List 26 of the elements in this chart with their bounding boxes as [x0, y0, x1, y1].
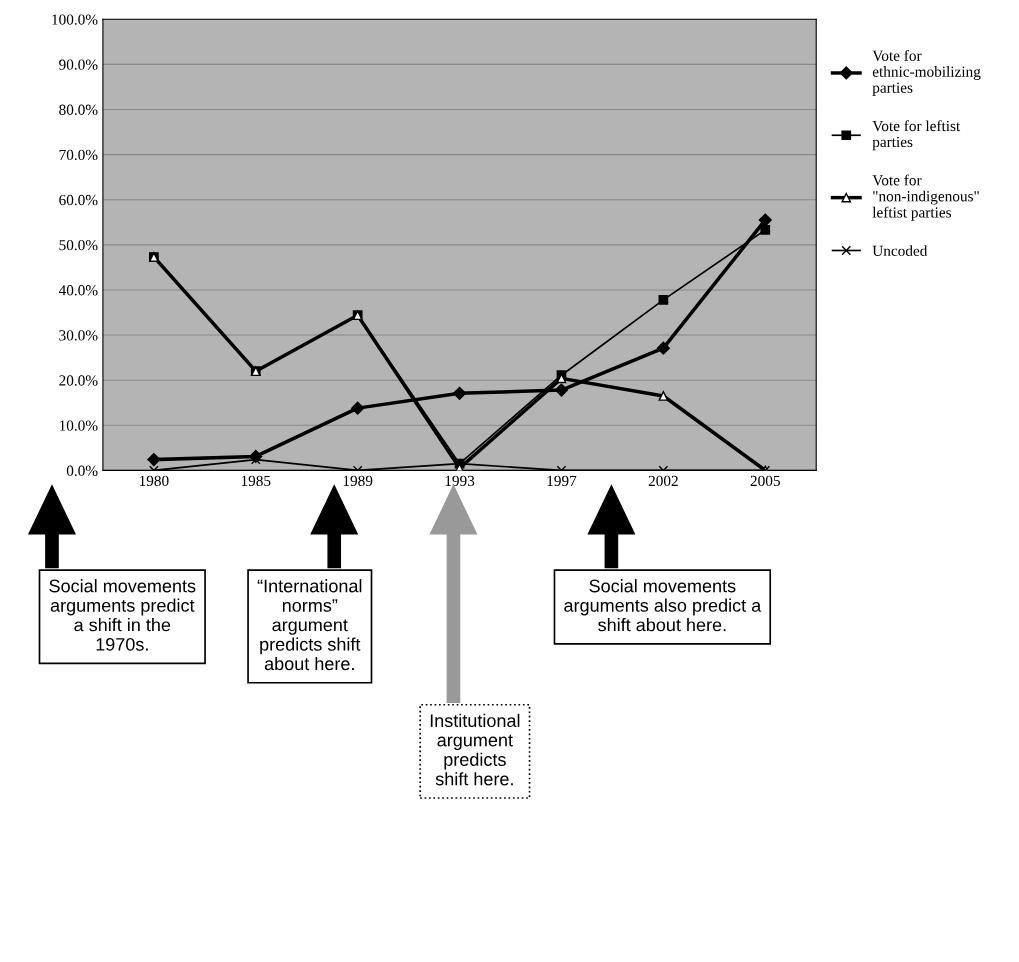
x-tick-label: 1985	[241, 475, 271, 487]
y-tick-label: 100.0%	[52, 14, 98, 25]
y-tick-label: 0.0%	[66, 465, 98, 476]
legend-label: Uncoded	[872, 245, 928, 256]
text: Social movements arguments predict a shift in the 1970s.	[49, 579, 196, 651]
x-tick-label: 1993	[445, 475, 475, 487]
y-tick-label: 90.0%	[59, 59, 98, 70]
legend-label: Vote for "non-indigenous" leftist parties	[872, 174, 979, 221]
x-tick-label: 1997	[547, 475, 577, 487]
text: Institutional argument predicts shift here.	[430, 713, 520, 786]
legend-label: Vote for leftist parties	[872, 120, 961, 151]
text: Social movements arguments also predict a shift about here.	[564, 579, 762, 632]
y-tick-label: 50.0%	[59, 239, 98, 251]
x-tick-label: 2005	[750, 475, 780, 487]
x-tick-label: 2002	[648, 475, 678, 487]
text: “International norms” argument predicts shift about here.	[257, 579, 362, 671]
y-tick-label: 60.0%	[59, 194, 98, 206]
x-tick-label: 1980	[139, 475, 169, 487]
y-tick-label: 10.0%	[59, 420, 98, 431]
y-tick-label: 70.0%	[59, 149, 98, 161]
x-tick-label: 1989	[343, 475, 373, 487]
y-tick-label: 80.0%	[59, 104, 98, 115]
y-tick-label: 20.0%	[59, 375, 98, 386]
legend-label: Vote for ethnic-mobilizing parties	[872, 49, 981, 96]
y-tick-label: 40.0%	[58, 285, 98, 296]
y-tick-label: 30.0%	[59, 330, 98, 341]
